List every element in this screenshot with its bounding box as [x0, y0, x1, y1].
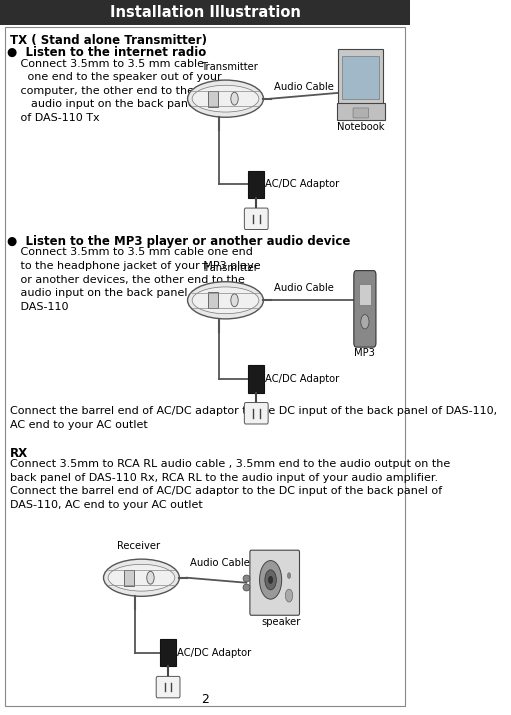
Circle shape: [231, 294, 238, 307]
Text: RX: RX: [10, 447, 29, 460]
Circle shape: [361, 315, 369, 329]
Text: AC/DC Adaptor: AC/DC Adaptor: [265, 374, 339, 384]
Ellipse shape: [188, 282, 264, 319]
Ellipse shape: [104, 559, 179, 596]
FancyBboxPatch shape: [342, 56, 380, 99]
Ellipse shape: [192, 85, 259, 112]
FancyBboxPatch shape: [353, 108, 368, 118]
Circle shape: [285, 589, 293, 602]
FancyBboxPatch shape: [354, 271, 376, 347]
Text: AC/DC Adaptor: AC/DC Adaptor: [177, 648, 251, 658]
Text: Connect 3.5mm to 3.5 mm cable one end
   to the headphone jacket of your MP3 pla: Connect 3.5mm to 3.5 mm cable one end to…: [10, 247, 261, 312]
Circle shape: [231, 92, 238, 105]
Text: MP3: MP3: [355, 348, 376, 358]
Text: Audio Cable: Audio Cable: [190, 558, 249, 568]
Circle shape: [260, 561, 282, 599]
FancyBboxPatch shape: [250, 551, 299, 615]
Ellipse shape: [108, 564, 175, 591]
Text: ●  Listen to the MP3 player or another audio device: ● Listen to the MP3 player or another au…: [7, 235, 351, 247]
Ellipse shape: [188, 80, 264, 117]
Bar: [248, 171, 264, 198]
Text: 2: 2: [201, 693, 209, 706]
Circle shape: [265, 570, 276, 590]
Text: Audio Cable: Audio Cable: [274, 283, 334, 293]
FancyBboxPatch shape: [359, 284, 371, 305]
FancyBboxPatch shape: [156, 676, 180, 698]
Text: AC/DC Adaptor: AC/DC Adaptor: [265, 179, 339, 189]
Text: Connect the barrel end of AC/DC adaptor to the DC input of the back panel of DAS: Connect the barrel end of AC/DC adaptor …: [10, 406, 497, 430]
Text: TX ( Stand alone Transmitter): TX ( Stand alone Transmitter): [10, 34, 207, 46]
Text: Connect 3.5mm to 3.5 mm cable
     one end to the speaker out of your
   compute: Connect 3.5mm to 3.5 mm cable one end to…: [10, 59, 222, 123]
Text: Transmitter: Transmitter: [201, 61, 258, 72]
FancyBboxPatch shape: [208, 292, 218, 308]
Bar: [160, 639, 176, 666]
Bar: [248, 365, 264, 393]
FancyBboxPatch shape: [244, 208, 268, 230]
Text: Connect 3.5mm to RCA RL audio cable , 3.5mm end to the audio output on the
back : Connect 3.5mm to RCA RL audio cable , 3.…: [10, 459, 451, 510]
FancyBboxPatch shape: [338, 49, 383, 105]
Text: ●  Listen to the internet radio: ● Listen to the internet radio: [7, 46, 206, 59]
Text: Installation Illustration: Installation Illustration: [109, 5, 300, 20]
Text: speaker: speaker: [261, 617, 300, 627]
FancyBboxPatch shape: [244, 403, 268, 424]
Circle shape: [287, 573, 291, 578]
FancyBboxPatch shape: [0, 0, 410, 25]
Ellipse shape: [192, 287, 259, 314]
FancyBboxPatch shape: [337, 103, 385, 120]
Text: Receiver: Receiver: [117, 541, 160, 551]
FancyBboxPatch shape: [208, 91, 218, 107]
Circle shape: [269, 576, 273, 583]
Text: Notebook: Notebook: [337, 122, 385, 132]
Text: Transmitter: Transmitter: [201, 263, 258, 273]
Text: Audio Cable: Audio Cable: [274, 82, 334, 92]
Circle shape: [147, 571, 154, 584]
FancyBboxPatch shape: [124, 570, 134, 586]
